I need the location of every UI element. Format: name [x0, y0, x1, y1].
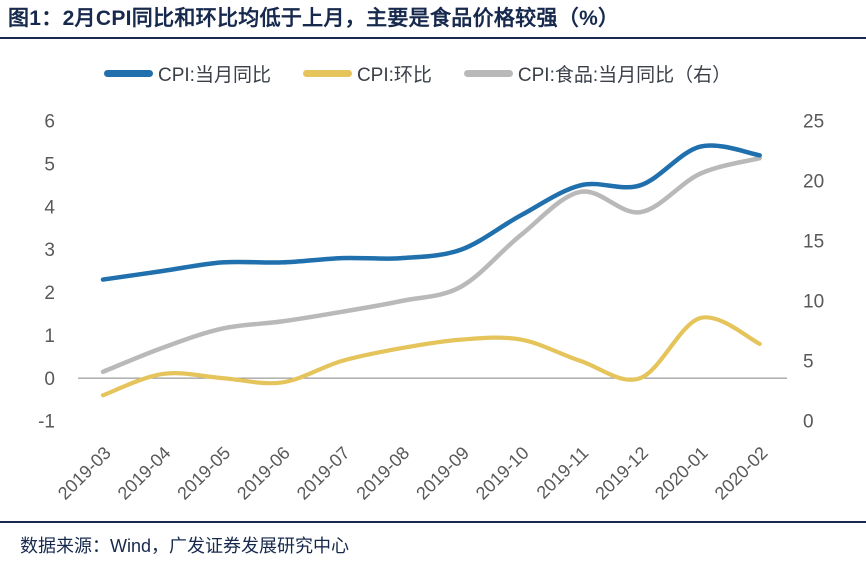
x-axis-tick-label: 2019-10 — [472, 443, 533, 504]
x-axis-tick-label: 2019-11 — [533, 443, 593, 503]
series-line-2-right — [100, 155, 762, 375]
x-axis-tick-label: 2019-04 — [114, 443, 175, 504]
left-axis-tick-label: 4 — [44, 197, 55, 218]
left-axis-tick-label: -1 — [38, 412, 55, 433]
x-axis-tick-label: 2020-01 — [651, 443, 712, 504]
series-line-0-left — [100, 143, 762, 282]
x-axis-tick-label: 2020-02 — [711, 443, 772, 504]
right-axis-tick-label: 20 — [803, 172, 824, 193]
left-axis-tick-label: 6 — [44, 112, 55, 133]
legend-item-cpi-yoy: CPI:当月同比 — [104, 60, 271, 87]
x-axis-tick-label: 2019-05 — [173, 443, 234, 504]
cpi-line-chart: 6543210-125201510502019-032019-042019-05… — [38, 112, 824, 504]
legend-label: CPI:当月同比 — [158, 65, 271, 86]
left-axis-tick-label: 1 — [44, 326, 55, 347]
x-axis-tick-label: 2019-03 — [54, 443, 115, 504]
left-axis-tick-label: 5 — [44, 155, 55, 176]
right-axis-tick-label: 0 — [803, 412, 814, 433]
right-axis-tick-label: 5 — [803, 352, 814, 373]
figure-header: 图1：2月CPI同比和环比均低于上月，主要是食品价格较强（%） — [0, 0, 866, 39]
legend-item-cpi-mom: CPI:环比 — [302, 60, 432, 87]
figure-footer: 数据来源：Wind，广发证券发展研究中心 — [0, 521, 866, 558]
right-axis-tick-label: 15 — [803, 232, 824, 253]
left-axis-tick-label: 3 — [44, 240, 55, 261]
x-axis-tick-label: 2019-12 — [591, 443, 652, 504]
legend-label: CPI:环比 — [356, 65, 432, 86]
legend-item-cpi-food-yoy: CPI:食品:当月同比（右） — [463, 60, 732, 87]
series-line-1-left — [100, 315, 762, 398]
legend-swatch-blue — [104, 70, 153, 77]
right-axis-tick-label: 10 — [803, 292, 824, 313]
x-axis-tick-label: 2019-09 — [412, 443, 473, 504]
x-axis-tick-label: 2019-08 — [352, 443, 413, 504]
left-axis-tick-label: 2 — [44, 283, 55, 304]
data-source: 数据来源：Wind，广发证券发展研究中心 — [20, 536, 350, 556]
left-axis-tick-label: 0 — [44, 369, 55, 390]
right-axis-tick-label: 25 — [803, 112, 824, 133]
legend-swatch-yellow — [302, 70, 352, 77]
x-axis-tick-label: 2019-06 — [233, 443, 294, 504]
legend-label: CPI:食品:当月同比（右） — [517, 65, 732, 86]
chart-legend: CPI:当月同比 CPI:环比 CPI:食品:当月同比（右） — [104, 60, 866, 87]
legend-swatch-gray — [463, 70, 513, 77]
figure-title: 图1：2月CPI同比和环比均低于上月，主要是食品价格较强（%） — [8, 7, 620, 30]
x-axis-tick-label: 2019-07 — [293, 443, 354, 504]
